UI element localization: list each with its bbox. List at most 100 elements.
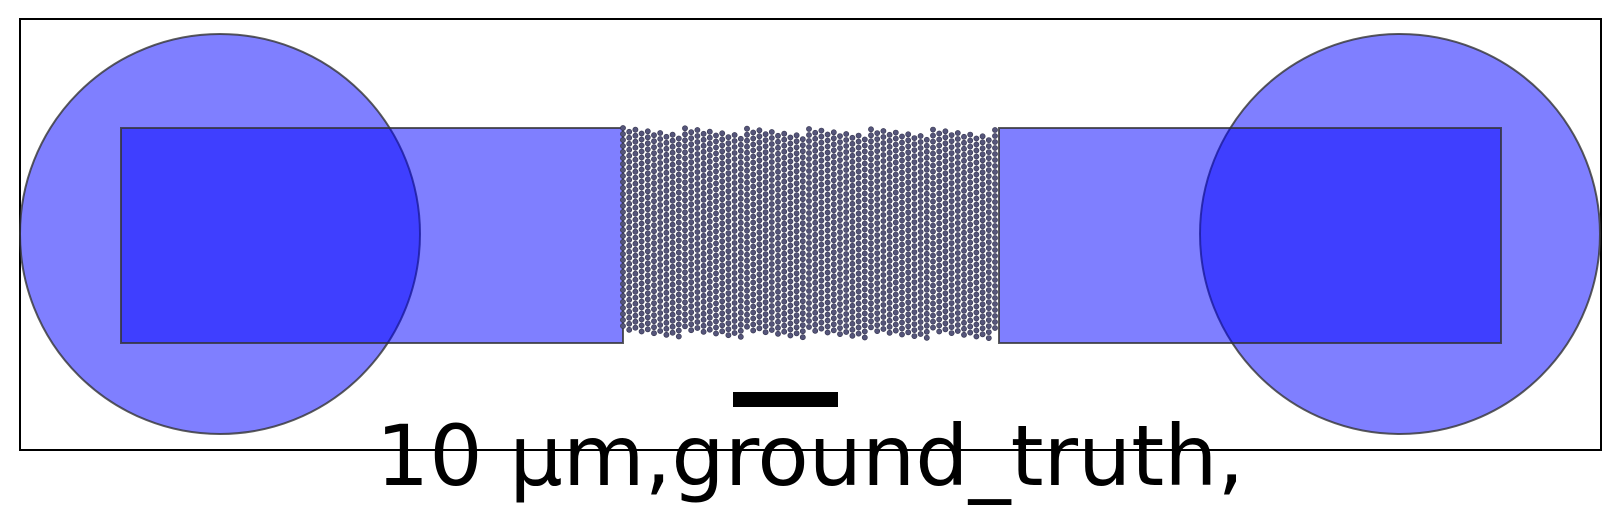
atom bbox=[911, 219, 918, 225]
atom bbox=[824, 239, 831, 246]
atom bbox=[806, 240, 812, 246]
atom bbox=[849, 182, 856, 189]
atom bbox=[620, 323, 626, 329]
atom bbox=[725, 218, 732, 225]
atom bbox=[930, 192, 936, 199]
atom bbox=[706, 128, 713, 135]
atom bbox=[669, 203, 676, 210]
atom bbox=[861, 226, 868, 233]
atom bbox=[737, 285, 744, 292]
atom bbox=[967, 275, 974, 282]
atom bbox=[657, 160, 664, 166]
atom bbox=[663, 217, 670, 224]
atom bbox=[762, 305, 769, 312]
atom bbox=[911, 141, 918, 147]
atom bbox=[830, 195, 837, 202]
atom bbox=[961, 271, 967, 278]
atom bbox=[638, 280, 645, 287]
atom bbox=[917, 331, 924, 337]
atom bbox=[675, 135, 682, 142]
atom bbox=[849, 224, 856, 231]
atom bbox=[979, 301, 986, 308]
atom bbox=[874, 292, 881, 298]
atom bbox=[849, 296, 856, 303]
atom bbox=[830, 249, 837, 256]
atom bbox=[936, 148, 943, 155]
atom bbox=[979, 259, 986, 266]
atom bbox=[818, 157, 825, 164]
atom bbox=[948, 150, 955, 156]
atom bbox=[837, 331, 843, 337]
atom bbox=[880, 170, 887, 176]
atom bbox=[942, 242, 949, 249]
atom bbox=[675, 273, 682, 280]
atom bbox=[837, 283, 843, 289]
atom bbox=[992, 307, 998, 313]
atom bbox=[781, 232, 788, 239]
atom bbox=[930, 186, 936, 193]
atom bbox=[985, 221, 992, 227]
atom bbox=[762, 185, 769, 192]
atom bbox=[806, 258, 812, 264]
atom bbox=[961, 145, 967, 152]
atom bbox=[781, 262, 788, 269]
atom bbox=[638, 286, 645, 293]
atom bbox=[979, 157, 986, 164]
atom bbox=[669, 221, 676, 228]
atom bbox=[861, 322, 868, 329]
atom bbox=[620, 263, 626, 269]
atom bbox=[942, 236, 949, 243]
atom bbox=[799, 142, 806, 149]
atom bbox=[861, 148, 868, 155]
atom bbox=[930, 222, 936, 229]
atom bbox=[793, 174, 800, 181]
atom bbox=[830, 255, 837, 262]
atom bbox=[880, 242, 887, 248]
atom bbox=[725, 266, 732, 273]
atom bbox=[899, 295, 905, 302]
atom bbox=[973, 159, 980, 166]
atom bbox=[818, 193, 825, 200]
atom bbox=[762, 215, 769, 222]
atom bbox=[675, 303, 682, 310]
atom bbox=[855, 198, 862, 205]
atom bbox=[899, 229, 905, 236]
atom bbox=[911, 303, 918, 309]
atom bbox=[799, 226, 806, 233]
atom bbox=[682, 323, 688, 330]
atom bbox=[923, 268, 930, 275]
atom bbox=[830, 315, 837, 322]
atom bbox=[855, 300, 862, 307]
atom bbox=[669, 329, 676, 336]
atom bbox=[756, 205, 763, 212]
atom bbox=[657, 310, 664, 316]
atom bbox=[979, 199, 986, 206]
atom bbox=[985, 287, 992, 293]
atom bbox=[812, 171, 819, 178]
atom bbox=[917, 319, 924, 325]
atom bbox=[682, 203, 688, 210]
atom bbox=[731, 144, 738, 150]
atom bbox=[706, 302, 713, 309]
atom bbox=[992, 211, 998, 217]
atom bbox=[948, 324, 955, 330]
atom bbox=[719, 130, 726, 137]
atom bbox=[855, 156, 862, 163]
atom bbox=[880, 194, 887, 200]
atom bbox=[638, 256, 645, 263]
atom bbox=[651, 168, 657, 175]
atom bbox=[855, 210, 862, 217]
atom bbox=[824, 281, 831, 288]
atom bbox=[954, 136, 961, 142]
atom bbox=[961, 289, 967, 296]
atom bbox=[911, 183, 918, 189]
atom bbox=[700, 244, 707, 251]
atom bbox=[626, 242, 633, 249]
atom bbox=[954, 244, 961, 250]
atom bbox=[961, 241, 967, 248]
atom bbox=[868, 222, 874, 229]
atom bbox=[799, 238, 806, 245]
atom bbox=[861, 280, 868, 287]
atom bbox=[700, 286, 707, 293]
atom bbox=[911, 231, 918, 237]
